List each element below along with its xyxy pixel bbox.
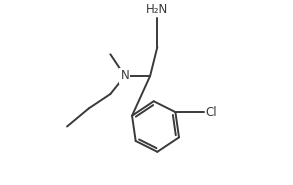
Text: Cl: Cl <box>205 106 217 119</box>
Text: H₂N: H₂N <box>146 3 168 16</box>
Text: N: N <box>120 69 129 83</box>
